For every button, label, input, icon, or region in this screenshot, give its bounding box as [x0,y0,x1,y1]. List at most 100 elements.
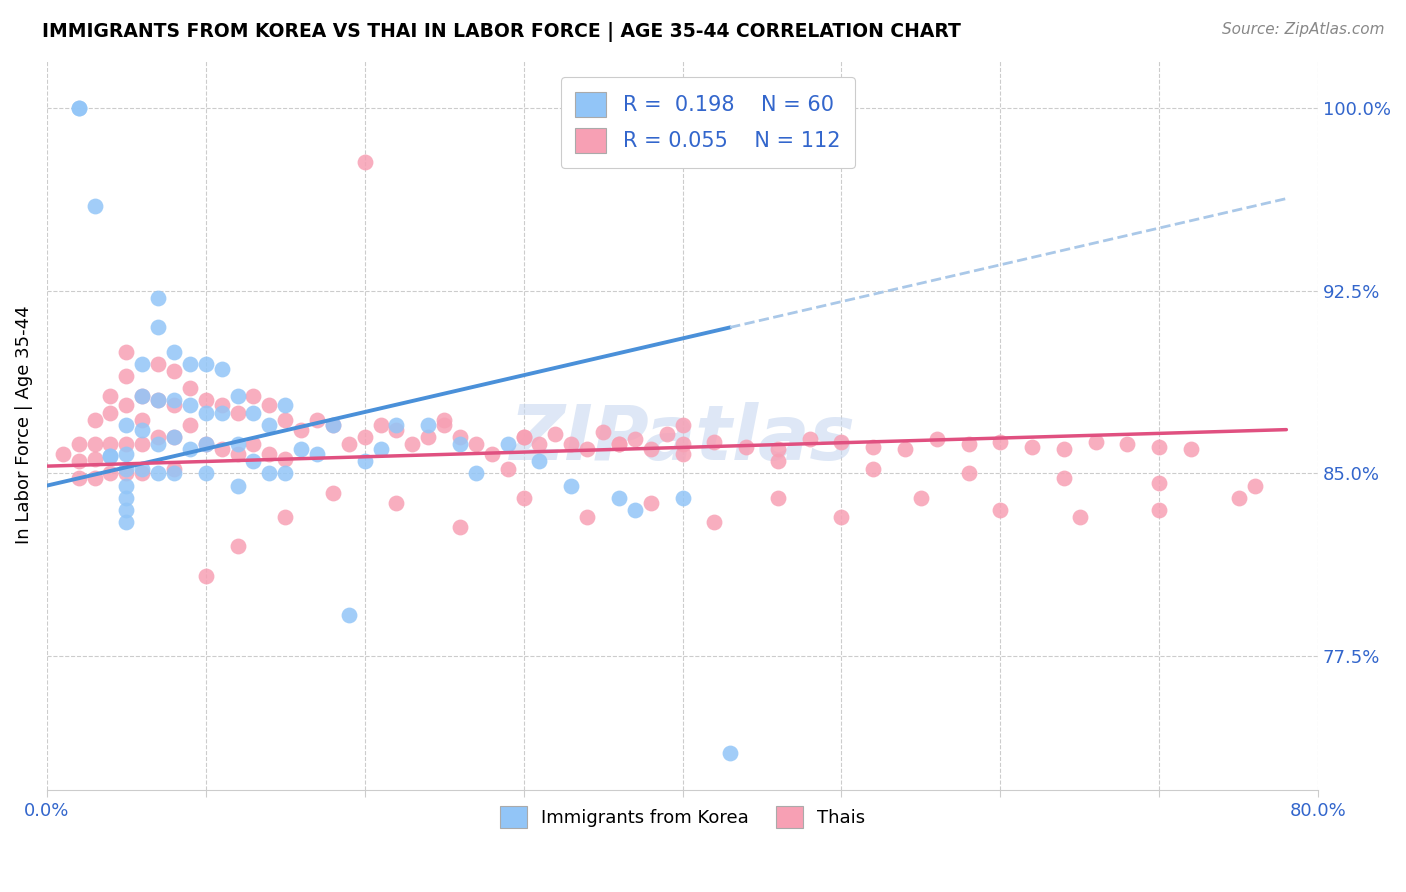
Point [322,417,344,432]
Point [988,434,1011,449]
Point [385,496,408,510]
Point [529,437,551,451]
Point [337,607,360,622]
Point [624,433,647,447]
Point [576,510,599,524]
Point [418,417,440,432]
Point [401,437,423,451]
Point [146,393,169,408]
Point [1243,478,1265,492]
Point [766,442,789,456]
Point [115,491,138,505]
Point [1227,491,1250,505]
Point [226,406,249,420]
Point [274,413,297,427]
Point [179,357,201,371]
Point [67,101,90,115]
Point [703,515,725,529]
Point [305,413,328,427]
Text: Source: ZipAtlas.com: Source: ZipAtlas.com [1222,22,1385,37]
Point [226,478,249,492]
Point [194,568,217,582]
Point [718,747,741,761]
Point [226,437,249,451]
Point [274,467,297,481]
Point [115,503,138,517]
Point [179,442,201,456]
Point [131,413,153,427]
Point [305,447,328,461]
Point [163,344,186,359]
Point [163,467,186,481]
Point [290,423,312,437]
Point [259,398,281,412]
Point [385,417,408,432]
Point [211,361,233,376]
Point [385,423,408,437]
Point [52,447,75,461]
Point [512,491,534,505]
Point [115,398,138,412]
Point [766,491,789,505]
Point [100,467,122,481]
Point [83,437,105,451]
Point [211,442,233,456]
Point [1069,510,1091,524]
Point [1053,471,1076,485]
Point [115,344,138,359]
Point [146,437,169,451]
Point [433,413,456,427]
Point [830,510,852,524]
Point [1021,440,1043,454]
Point [481,447,503,461]
Point [624,503,647,517]
Point [576,442,599,456]
Point [607,437,630,451]
Point [671,447,693,461]
Point [274,510,297,524]
Point [512,430,534,444]
Point [353,430,375,444]
Point [67,454,90,468]
Point [83,413,105,427]
Point [353,454,375,468]
Point [290,442,312,456]
Point [146,393,169,408]
Point [370,417,392,432]
Point [179,398,201,412]
Point [799,433,821,447]
Point [1084,434,1107,449]
Point [274,398,297,412]
Point [607,437,630,451]
Point [131,467,153,481]
Point [496,461,519,475]
Point [703,434,725,449]
Point [100,450,122,464]
Point [322,417,344,432]
Point [259,467,281,481]
Point [146,320,169,334]
Point [640,496,662,510]
Point [830,434,852,449]
Point [146,467,169,481]
Point [1147,440,1170,454]
Point [131,423,153,437]
Point [242,388,264,402]
Point [910,491,932,505]
Point [1053,442,1076,456]
Y-axis label: In Labor Force | Age 35-44: In Labor Force | Age 35-44 [15,305,32,544]
Point [179,417,201,432]
Point [671,437,693,451]
Point [194,393,217,408]
Point [242,437,264,451]
Point [115,515,138,529]
Point [100,406,122,420]
Point [115,437,138,451]
Point [496,437,519,451]
Point [146,430,169,444]
Point [115,461,138,475]
Point [146,357,169,371]
Point [131,437,153,451]
Point [67,101,90,115]
Legend: Immigrants from Korea, Thais: Immigrants from Korea, Thais [492,799,873,836]
